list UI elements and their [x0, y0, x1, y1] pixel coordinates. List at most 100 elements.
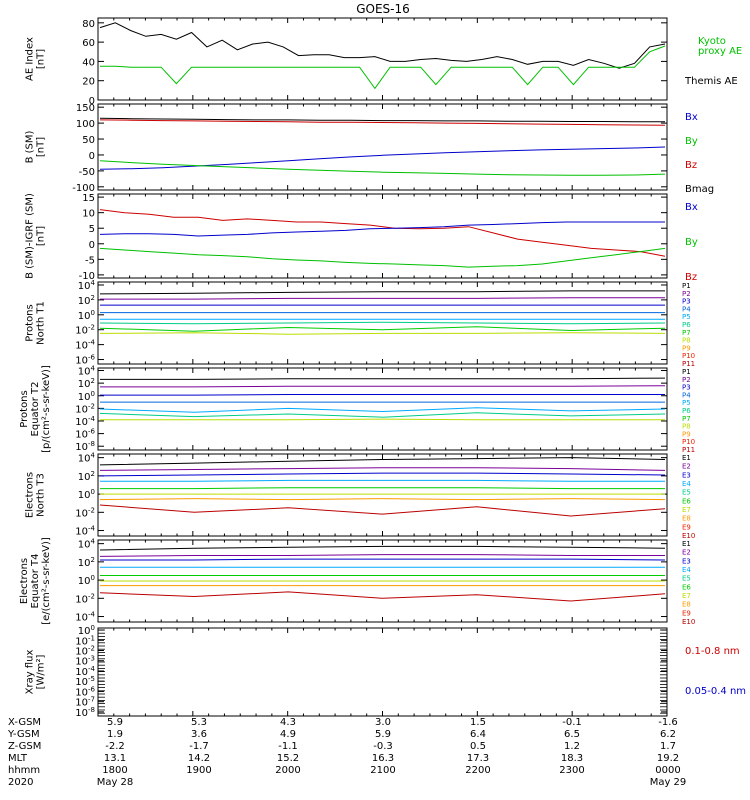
series-line-4	[100, 479, 665, 482]
channel-label: E2	[682, 549, 691, 557]
ephemeris-value: 2000	[275, 765, 300, 776]
ephemeris-value: -2.2	[105, 741, 125, 752]
y-axis-label: ElectronsEquator T4[e/(cm²-s-sr-keV)]	[19, 537, 52, 625]
ephemeris-value: 6.5	[564, 729, 580, 740]
chart-title: GOES-16	[356, 2, 410, 16]
ephemeris-value: 3.0	[375, 717, 391, 728]
series-line-2	[100, 297, 665, 300]
channel-label: P8	[682, 337, 691, 345]
series-line-3	[99, 146, 666, 170]
series-line-2	[100, 45, 666, 90]
y-tick-label: 104	[78, 538, 96, 551]
y-tick-label: 80	[82, 19, 95, 30]
panel-8: 10010-110-210-310-410-510-610-710-8Xray …	[25, 624, 747, 719]
y-tick-label: -5	[85, 255, 95, 266]
ephemeris-value: 2200	[465, 765, 490, 776]
channel-label: P7	[682, 329, 691, 337]
series-line-7	[100, 418, 665, 421]
channel-label: E8	[682, 515, 691, 523]
y-tick-label: 102	[78, 470, 95, 483]
series-line-2	[99, 119, 666, 126]
y-tick-label: 100	[78, 390, 95, 403]
panel-6: 104 102 100 10-2 10-4 ElectronsNorth T3 E1E2E3…	[25, 452, 696, 540]
panel-frame	[97, 367, 668, 451]
legend-entry: Themis AE	[684, 76, 738, 87]
y-axis-label: ProtonsNorth T1	[25, 301, 47, 345]
ephemeris-value: 5.9	[375, 729, 391, 740]
series-line-1	[100, 377, 666, 380]
legend-entry: Bz	[685, 272, 697, 283]
ephemeris-value: 1.2	[564, 741, 580, 752]
y-tick-label: 0	[89, 151, 95, 162]
channel-label: P4	[682, 305, 691, 313]
y-tick-label: 10-4	[75, 525, 95, 538]
channel-label: P10	[682, 438, 695, 446]
channel-label: E5	[682, 575, 691, 583]
channel-label: E6	[682, 583, 691, 591]
series-line-3	[99, 472, 666, 477]
ephemeris-value: 1900	[186, 765, 211, 776]
channel-label: E4	[682, 566, 691, 574]
ephemeris-value: 0.5	[470, 741, 486, 752]
channel-label: P2	[682, 376, 691, 384]
panel-frame	[97, 627, 668, 717]
series-line-5	[99, 407, 666, 413]
y-tick-label: 10-4	[75, 339, 95, 352]
panel-3: 15 10 5 0 -5 -10 B (SM)-IGRF (SM)[nT] Bx By Bz	[25, 193, 698, 283]
channel-label: E2	[682, 463, 691, 471]
ephemeris-value: 1800	[102, 765, 127, 776]
series-line-2	[99, 221, 665, 237]
y-tick-label: 10-2	[75, 506, 95, 519]
ephemeris-value: 4.9	[280, 729, 296, 740]
y-tick-label: 100	[78, 488, 95, 501]
legend-entry: 0.05-0.4 nm	[685, 686, 746, 697]
panel-7: 104 102 100 10-2 10-4 ElectronsEquator T4[e/(…	[19, 537, 695, 626]
series-line-4	[99, 160, 666, 176]
series-line-1	[99, 209, 666, 257]
channel-label: E3	[682, 557, 691, 565]
channel-label: P9	[682, 344, 691, 352]
series-line-7	[99, 326, 666, 332]
panel-2: 150 100 50 0 -50 -100 B (SM)[nT] Bx By Bz Bmag	[25, 103, 715, 195]
legend-entry: Bz	[685, 160, 697, 171]
y-tick-label: 20	[82, 77, 95, 88]
channel-label: E1	[682, 540, 691, 548]
series-line-1	[99, 22, 666, 69]
y-tick-label: 10-4	[75, 415, 95, 428]
legend-entry: Bx	[685, 202, 698, 213]
ephemeris-value: 1.5	[470, 717, 486, 728]
ephemeris-value: -0.3	[373, 741, 393, 752]
series-line-6	[99, 412, 666, 418]
channel-label: P6	[682, 321, 691, 329]
y-tick-label: 150	[76, 103, 95, 114]
y-tick-label: 100	[78, 574, 95, 587]
y-axis-label: AE Index[nT]	[25, 37, 47, 81]
ephemeris-value: 14.2	[188, 753, 210, 764]
legend-entry: By	[685, 237, 698, 248]
panel-frame	[97, 193, 668, 279]
y-tick-label: 40	[82, 57, 95, 68]
series-line-8	[99, 504, 666, 517]
y-tick-label: 0	[89, 96, 95, 107]
ephemeris-value: 0000	[655, 765, 680, 776]
y-tick-label: -10	[79, 271, 95, 282]
legend-entry: proxy AE	[698, 46, 742, 57]
channel-label: E3	[682, 471, 691, 479]
y-tick-label: 10-2	[75, 592, 95, 605]
y-tick-label: 10	[82, 209, 95, 220]
y-tick-label: 10-2	[75, 402, 95, 415]
y-tick-label: 0	[89, 240, 95, 251]
y-tick-label: 60	[82, 38, 95, 49]
y-tick-label: 102	[78, 556, 95, 569]
ephemeris-value: -0.1	[562, 717, 582, 728]
ephemeris-row-label: 2020	[8, 777, 33, 788]
channel-label: P1	[682, 282, 691, 290]
ephemeris-value: 15.2	[277, 753, 299, 764]
ephemeris-value: 16.3	[372, 753, 394, 764]
ephemeris-value: 19.2	[657, 753, 679, 764]
series-line-1	[99, 457, 666, 466]
series-line-8	[99, 591, 666, 602]
